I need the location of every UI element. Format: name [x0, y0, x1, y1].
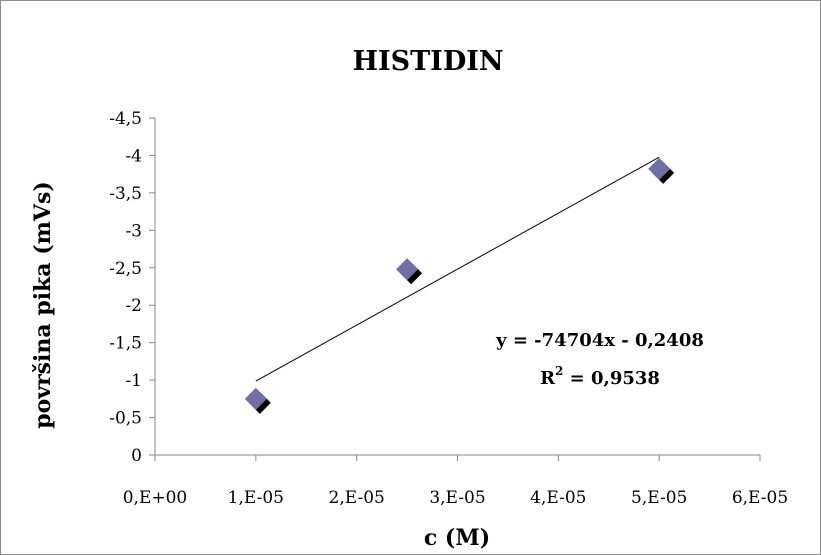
data-point-marker: [648, 157, 671, 180]
trendline-r2: R2 = 0,9538: [540, 364, 660, 389]
y-tick-label: -0,5: [109, 409, 142, 429]
x-tick-label: 3,E-05: [429, 488, 485, 508]
r2-prefix: R: [540, 368, 556, 389]
r2-value: = 0,9538: [563, 368, 660, 389]
y-tick-label: -3: [125, 221, 142, 241]
x-tick-label: 1,E-05: [228, 488, 284, 508]
x-axis-title: c (M): [424, 525, 490, 551]
y-tick-label: -2,5: [109, 259, 142, 279]
x-tick-label: 6,E-05: [732, 488, 788, 508]
x-tick-label: 5,E-05: [631, 488, 687, 508]
data-point: [648, 157, 675, 184]
trendline-equation: y = -74704x - 0,2408: [495, 330, 704, 351]
y-tick-label: -3,5: [109, 184, 142, 204]
data-point: [244, 387, 271, 414]
y-tick-label: -4,5: [109, 109, 142, 129]
ticks: 0 -0,5 -1 -1,5 -2 -2,5 -3 -3,5 -4 -4,5 0,E+00 1,E-0…: [109, 109, 788, 508]
r2-exponent: 2: [555, 364, 563, 378]
y-tick-label: -1,5: [109, 334, 142, 354]
y-axis-title: površina pika (mVs): [30, 181, 56, 429]
chart-title: HISTIDIN: [352, 46, 503, 77]
trendline: [255, 156, 660, 382]
x-tick-label: 0,E+00: [123, 488, 188, 508]
y-tick-label: -1: [125, 371, 142, 391]
x-tick-label: 2,E-05: [329, 488, 385, 508]
data-point-marker: [396, 258, 419, 281]
data-point: [396, 258, 423, 285]
y-tick-label: -2: [125, 296, 142, 316]
points-group: [244, 157, 675, 414]
y-tick-label: 0: [131, 446, 142, 466]
trendline-group: [255, 156, 660, 382]
x-tick-label: 4,E-05: [530, 488, 586, 508]
y-tick-label: -4: [125, 146, 142, 166]
data-point-marker: [244, 387, 267, 410]
